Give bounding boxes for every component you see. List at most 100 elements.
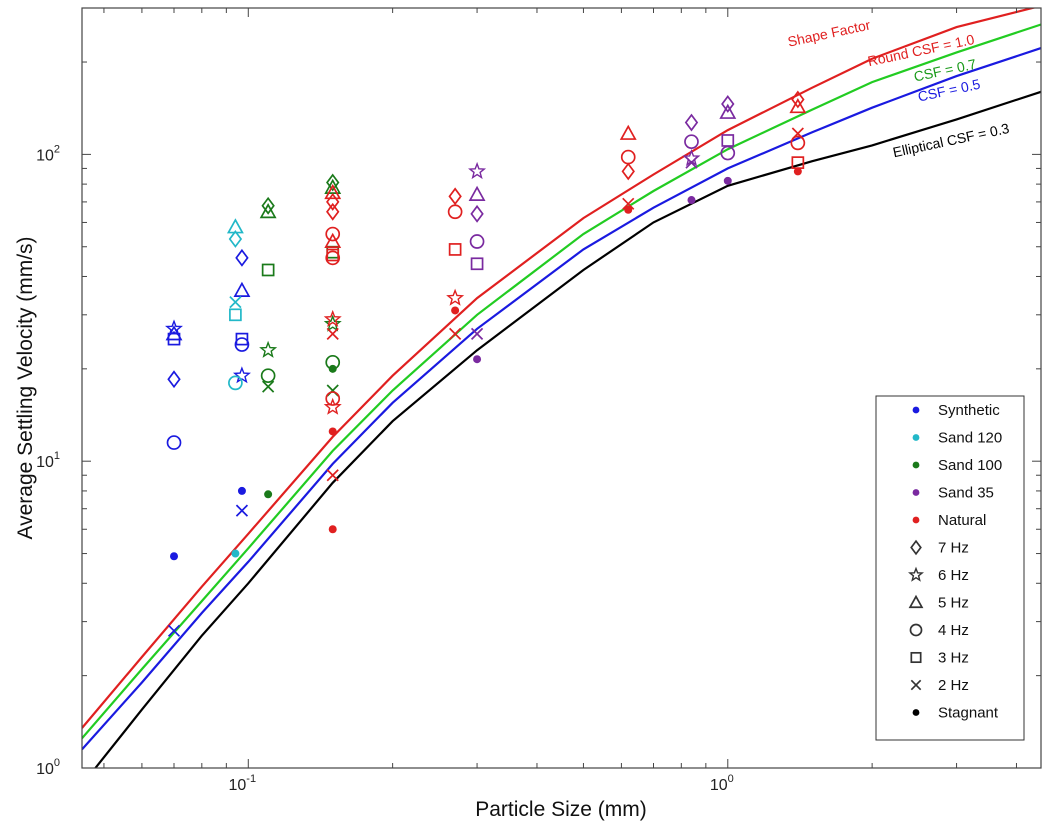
curve-csf-1-0 xyxy=(82,8,1037,729)
x-tick-label: 100 xyxy=(710,773,734,794)
point-natural-4hz xyxy=(325,391,341,406)
point-sand-120-2hz xyxy=(229,296,242,309)
legend-symbol-6-hz xyxy=(908,566,924,582)
y-tick-label: 102 xyxy=(36,143,60,164)
point-natural-6hz xyxy=(323,397,342,415)
curve-csf-0-3 xyxy=(94,90,1041,768)
point-sand-35-5hz xyxy=(719,103,737,119)
point-natural-5hz xyxy=(789,97,807,114)
legend-label-7-hz: 7 Hz xyxy=(938,540,969,557)
point-natural-4hz xyxy=(790,135,806,151)
legend-symbol-synthetic xyxy=(912,406,920,414)
point-sand-35-7hz xyxy=(684,113,699,132)
point-sand-100-stagnant xyxy=(264,490,273,499)
legend-symbol-3-hz xyxy=(910,651,922,664)
point-synthetic-6hz xyxy=(232,366,251,384)
point-sand-35-4hz xyxy=(684,134,699,150)
point-sand-100-5hz xyxy=(259,203,277,219)
x-tick-label: 10-1 xyxy=(228,773,256,794)
point-natural-4hz xyxy=(325,226,341,242)
point-natural-2hz xyxy=(326,469,339,482)
point-sand-120-7hz xyxy=(228,230,243,248)
point-sand-35-2hz xyxy=(470,327,484,340)
point-synthetic-6hz xyxy=(165,319,183,337)
point-sand-120-3hz xyxy=(229,308,242,322)
point-natural-stagnant xyxy=(624,205,633,214)
point-sand-100-2hz xyxy=(262,380,275,393)
point-synthetic-2hz xyxy=(235,504,249,517)
point-sand-100-6hz xyxy=(323,314,342,332)
legend-symbol-stagnant xyxy=(912,709,920,716)
point-sand-100-4hz xyxy=(260,368,276,384)
legend-label-2-hz: 2 Hz xyxy=(938,677,969,694)
point-sand-100-6hz xyxy=(259,340,278,358)
point-natural-5hz xyxy=(324,183,342,200)
point-synthetic-7hz xyxy=(167,370,181,389)
legend-label-3-hz: 3 Hz xyxy=(938,650,969,667)
point-sand-35-6hz xyxy=(682,148,701,167)
point-natural-3hz xyxy=(326,248,340,262)
point-sand-120-4hz xyxy=(228,375,243,391)
point-sand-120-5hz xyxy=(226,218,244,234)
legend-symbol-5-hz xyxy=(908,594,924,609)
legend-label-6-hz: 6 Hz xyxy=(938,567,969,584)
point-natural-7hz xyxy=(326,192,340,211)
legend-symbol-natural xyxy=(912,516,920,524)
point-natural-6hz xyxy=(323,309,342,328)
legend-symbol-sand-120 xyxy=(912,434,920,441)
point-sand-100-3hz xyxy=(261,263,275,277)
point-natural-4hz xyxy=(325,250,341,266)
curve-csf-0-7 xyxy=(82,23,1041,740)
point-sand-100-7hz xyxy=(326,173,340,192)
data-points xyxy=(165,90,807,637)
y-tick-label: 101 xyxy=(36,450,60,471)
legend-label-natural: Natural xyxy=(938,512,986,529)
point-synthetic-stagnant xyxy=(237,486,246,495)
point-natural-5hz xyxy=(324,232,342,248)
legend-symbol-2-hz xyxy=(910,679,922,691)
axis-ticks: 10-1 100 100 101 102 xyxy=(36,7,1041,794)
legend-symbol-sand-35 xyxy=(912,489,920,496)
legend-label-sand-120: Sand 120 xyxy=(938,430,1002,447)
point-synthetic-5hz xyxy=(233,281,251,297)
point-synthetic-3hz xyxy=(235,332,249,346)
point-natural-stagnant xyxy=(793,167,802,176)
point-natural-2hz xyxy=(622,197,635,210)
point-natural-stagnant xyxy=(328,525,337,534)
point-synthetic-stagnant xyxy=(170,552,179,561)
point-natural-7hz xyxy=(326,202,340,221)
y-tick-label: 100 xyxy=(36,757,60,778)
point-synthetic-7hz xyxy=(235,248,249,267)
x-axis-title: Particle Size (mm) xyxy=(475,798,647,821)
point-sand-120-stagnant xyxy=(231,549,240,558)
legend-label-stagnant: Stagnant xyxy=(938,705,999,722)
legend-label-sand-35: Sand 35 xyxy=(938,485,994,502)
point-sand-35-3hz xyxy=(721,134,735,147)
legend-label-sand-100: Sand 100 xyxy=(938,457,1002,474)
point-synthetic-2hz xyxy=(167,624,181,637)
point-sand-35-stagnant xyxy=(687,196,696,205)
point-natural-2hz xyxy=(449,327,462,340)
point-sand-35-stagnant xyxy=(723,176,732,185)
point-sand-35-7hz xyxy=(721,95,735,113)
point-sand-35-stagnant xyxy=(473,355,482,364)
plot-frame xyxy=(81,7,1042,769)
point-synthetic-3hz xyxy=(167,332,181,346)
point-synthetic-4hz xyxy=(234,337,250,352)
legend-symbol-4-hz xyxy=(909,623,923,637)
point-sand-35-4hz xyxy=(469,234,485,249)
point-sand-100-4hz xyxy=(325,354,341,370)
point-natural-6hz xyxy=(446,288,465,306)
point-natural-stagnant xyxy=(451,306,460,315)
point-sand-35-6hz xyxy=(468,161,487,180)
point-sand-35-7hz xyxy=(470,204,484,223)
point-natural-stagnant xyxy=(328,427,337,436)
curve-csf-0-5 xyxy=(82,47,1041,751)
legend-box xyxy=(875,395,1025,741)
legend-label-5-hz: 5 Hz xyxy=(938,595,969,612)
point-natural-3hz xyxy=(791,156,805,169)
point-natural-4hz xyxy=(447,204,463,220)
point-natural-5hz xyxy=(619,124,637,140)
